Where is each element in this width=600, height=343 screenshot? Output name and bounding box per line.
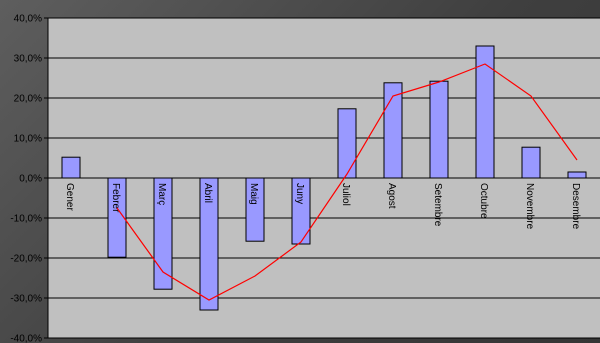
y-tick-label: -20,0% [10,254,42,265]
category-label: Febrer [110,183,121,213]
y-tick-label: 0,0% [19,174,42,185]
category-label: Juny [294,183,305,204]
y-tick-label: 20,0% [14,94,42,105]
gridlines [48,17,600,339]
category-label: Desembre [570,183,581,230]
category-label: Març [156,183,167,205]
bar-series [61,45,587,311]
category-label: Gener [64,183,75,211]
y-tick-label: 30,0% [14,54,42,65]
category-label: Setembre [432,183,443,227]
bar-gener [61,156,81,179]
trend-line [116,63,578,301]
bar-desembre [567,171,587,179]
bar-juliol [337,108,357,179]
category-label: Abril [202,183,213,203]
bar-novembre [521,146,541,179]
y-axis: -40,0% -30,0% -20,0% -10,0% 0,0% 10,0% 20,0% 30… [10,14,49,343]
y-tick-label: -30,0% [10,294,42,305]
y-tick-label: 40,0% [14,14,42,25]
y-tick-label: 10,0% [14,134,42,145]
category-label: Novembre [524,183,535,230]
line-series [116,63,578,301]
bar-setembre [429,80,449,179]
y-tick-label: -40,0% [10,334,42,343]
category-label: Maig [248,183,259,205]
y-tick-label: -10,0% [10,214,42,225]
x-axis: Gener Febrer Març Abril Maig Juny Juliol Agost S… [48,177,600,230]
bar-octubre [475,45,495,179]
category-label: Agost [386,183,397,209]
category-label: Octubre [478,183,489,219]
category-label: Juliol [340,183,351,206]
